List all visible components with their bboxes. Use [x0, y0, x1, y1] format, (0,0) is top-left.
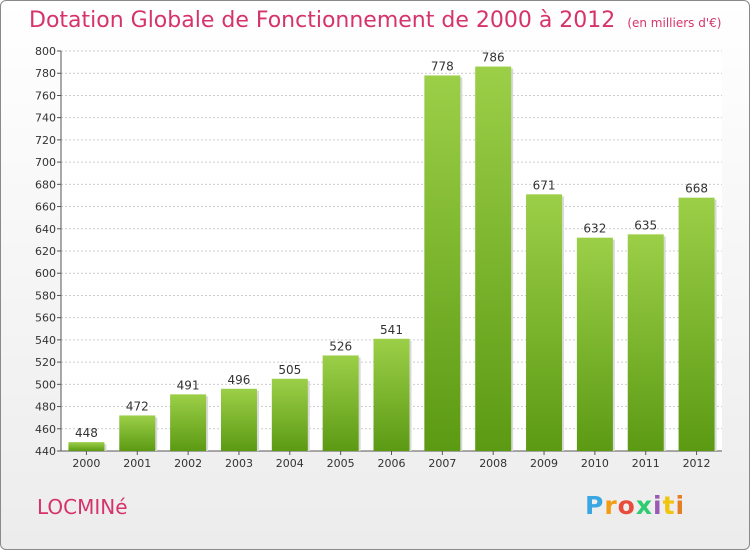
x-tick-label: 2004 [276, 457, 304, 470]
bar [475, 66, 512, 452]
bar-value-label: 786 [482, 51, 505, 65]
bar [322, 355, 359, 451]
y-tick-label: 460 [35, 423, 56, 436]
x-tick-label: 2009 [530, 457, 558, 470]
y-tick-label: 440 [35, 445, 56, 458]
bar [373, 338, 410, 451]
bar [68, 442, 105, 451]
bar [119, 415, 156, 451]
y-tick-label: 560 [35, 312, 56, 325]
y-tick-label: 480 [35, 401, 56, 414]
bar-value-label: 668 [685, 182, 708, 196]
y-tick-label: 580 [35, 289, 56, 302]
x-tick-label: 2006 [378, 457, 406, 470]
chart-title: Dotation Globale de Fonctionnement de 20… [29, 8, 721, 33]
chart-unit-note: (en milliers d'€) [627, 16, 722, 30]
x-tick-label: 2000 [72, 457, 100, 470]
y-tick-label: 600 [35, 267, 56, 280]
logo-letter: x [635, 491, 653, 520]
commune-name: LOCMINé [37, 495, 128, 519]
bar [424, 75, 461, 451]
y-tick-label: 760 [35, 89, 56, 102]
bar-value-label: 472 [126, 399, 149, 413]
y-tick-label: 620 [35, 245, 56, 258]
bar-value-label: 541 [380, 323, 403, 337]
bar-value-label: 448 [75, 426, 98, 440]
bar [526, 194, 563, 452]
bar [576, 237, 613, 451]
bar [678, 197, 715, 451]
bar-value-label: 671 [533, 178, 556, 192]
bar-value-label: 496 [228, 373, 251, 387]
x-tick-label: 2005 [327, 457, 355, 470]
bar-value-label: 635 [634, 218, 657, 232]
logo-letter: i [675, 491, 686, 520]
bar [170, 394, 207, 451]
bar-value-label: 491 [177, 378, 200, 392]
x-tick-label: 2012 [683, 457, 711, 470]
x-tick-label: 2010 [581, 457, 609, 470]
x-tick-label: 2011 [632, 457, 660, 470]
y-tick-label: 680 [35, 178, 56, 191]
bar [220, 388, 257, 451]
y-tick-label: 780 [35, 67, 56, 80]
y-tick-label: 520 [35, 356, 56, 369]
logo-letter: o [617, 491, 636, 520]
x-tick-label: 2001 [123, 457, 151, 470]
bar [627, 234, 664, 451]
x-tick-label: 2007 [428, 457, 456, 470]
y-tick-label: 540 [35, 334, 56, 347]
y-tick-label: 740 [35, 112, 56, 125]
y-tick-label: 640 [35, 223, 56, 236]
y-tick-label: 720 [35, 134, 56, 147]
y-tick-label: 700 [35, 156, 56, 169]
y-tick-label: 800 [35, 45, 56, 58]
bar-value-label: 505 [278, 363, 301, 377]
bar [271, 378, 308, 451]
bar-value-label: 632 [583, 222, 606, 236]
logo-letter: r [604, 491, 618, 520]
x-tick-label: 2002 [174, 457, 202, 470]
x-tick-label: 2008 [479, 457, 507, 470]
x-tick-label: 2003 [225, 457, 253, 470]
logo-letter: P [585, 491, 605, 520]
logo-letter: i [653, 491, 663, 520]
chart-title-text: Dotation Globale de Fonctionnement de 20… [29, 8, 616, 33]
bar-value-label: 526 [329, 339, 352, 353]
y-tick-label: 660 [35, 201, 56, 214]
proxiti-logo: Proxiti [585, 491, 685, 520]
bar-value-label: 778 [431, 59, 454, 73]
y-tick-label: 500 [35, 378, 56, 391]
logo-letter: t [662, 491, 676, 520]
